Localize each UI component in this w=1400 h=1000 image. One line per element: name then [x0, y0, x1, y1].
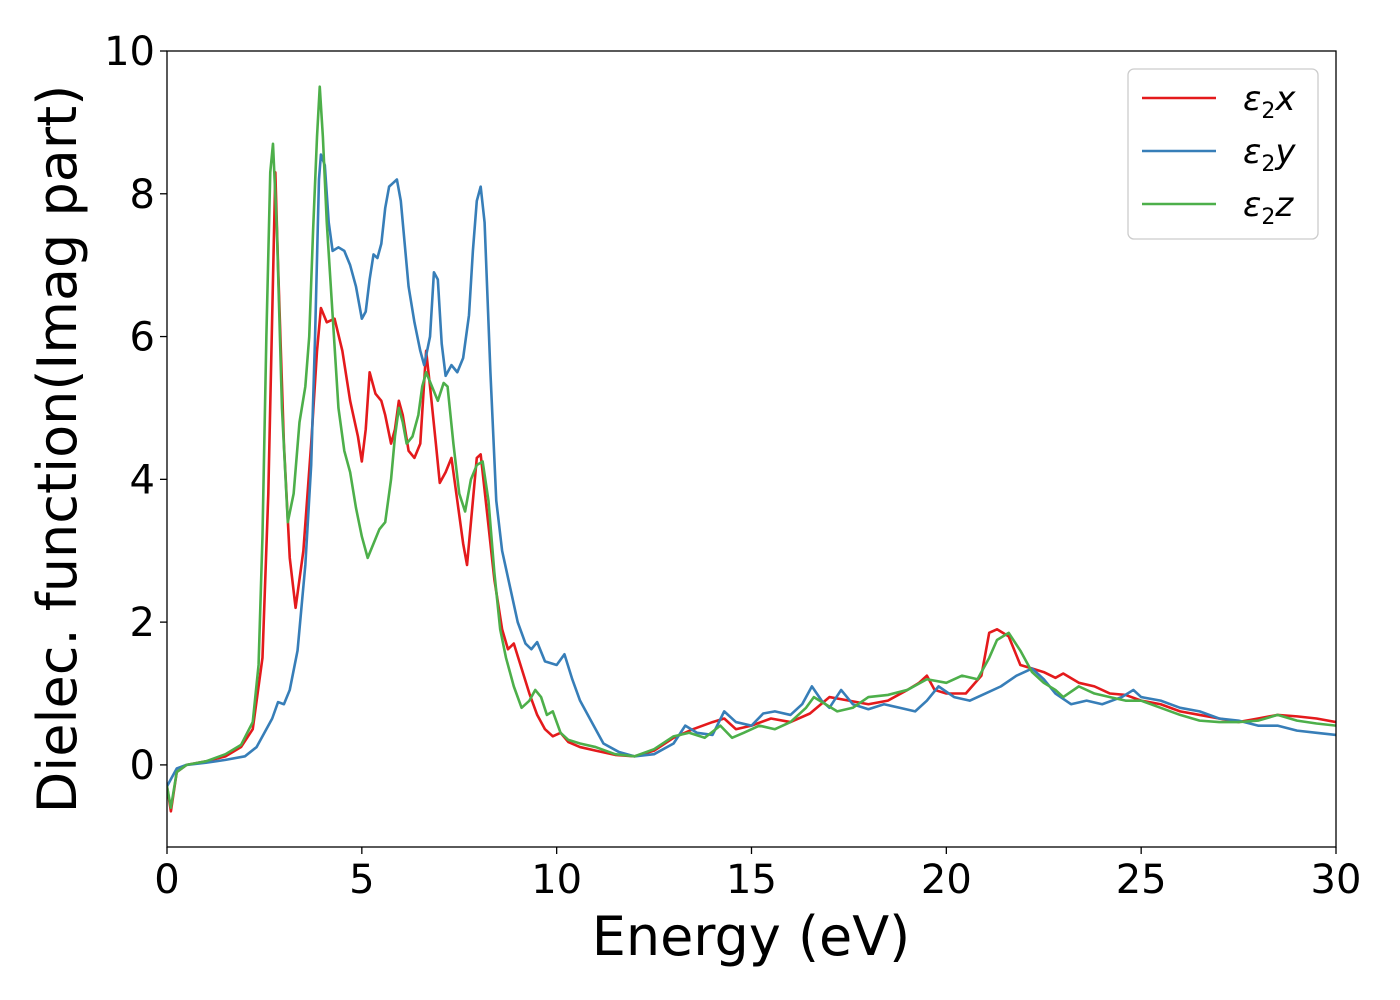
x-tick-label: 30: [1311, 857, 1362, 903]
x-tick-label: 0: [154, 857, 179, 903]
series-layer: [167, 85, 1336, 813]
y-tick-label: 2: [130, 600, 155, 646]
y-tick-label: 8: [130, 172, 155, 218]
x-axis-title: Energy (eV): [592, 905, 911, 968]
x-axis: 0 5 10 15 20 25 30: [154, 847, 1361, 903]
x-tick-label: 20: [921, 857, 972, 903]
y-tick-label: 6: [130, 315, 155, 361]
x-tick-label: 5: [349, 857, 374, 903]
legend-label-x: ε2x: [1243, 79, 1296, 124]
y-tick-label: 4: [130, 457, 155, 503]
series-line-y: [167, 153, 1336, 788]
legend-label-z: ε2z: [1243, 185, 1294, 230]
series-line-z: [167, 85, 1336, 810]
y-tick-label: 0: [130, 743, 155, 789]
y-axis: 0 2 4 6 8 10: [104, 29, 167, 789]
x-tick-label: 15: [726, 857, 777, 903]
y-axis-title: Dielec. function(Imag part): [26, 85, 89, 814]
y-tick-label: 10: [104, 29, 155, 75]
x-tick-label: 10: [531, 857, 582, 903]
legend-box: [1127, 68, 1319, 240]
legend: ε2x ε2y ε2z: [1127, 68, 1319, 240]
legend-label-y: ε2y: [1243, 132, 1296, 177]
x-tick-label: 25: [1116, 857, 1167, 903]
